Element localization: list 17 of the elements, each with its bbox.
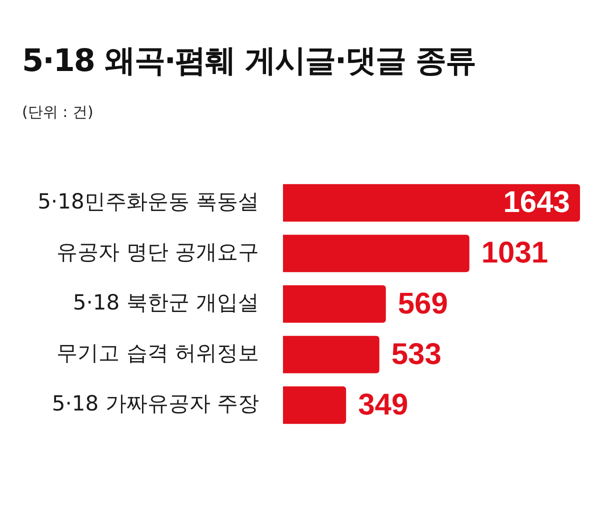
data-label: 533 (391, 338, 442, 371)
bar (283, 234, 470, 272)
data-label: 1643 (503, 186, 570, 220)
y-tick-label: 유공자 명단 공개요구 (56, 240, 259, 264)
chart-title: 5·18 왜곡·폄훼 게시글·댓글 종류 (22, 42, 476, 81)
y-tick-label: 5·18 가짜유공자 주장 (52, 392, 259, 416)
bar (283, 336, 380, 374)
y-tick-label: 5·18민주화운동 폭동설 (38, 189, 259, 214)
y-tick-label: 5·18 북한군 개입설 (72, 290, 259, 314)
y-tick-label: 무기고 습격 허위정보 (56, 341, 259, 366)
data-label: 569 (398, 287, 448, 320)
bar (283, 285, 386, 323)
bar (283, 184, 580, 222)
data-label: 1031 (481, 236, 548, 270)
data-label: 349 (358, 388, 408, 422)
bar (283, 386, 346, 424)
text: (단위 : 건) (22, 103, 94, 122)
